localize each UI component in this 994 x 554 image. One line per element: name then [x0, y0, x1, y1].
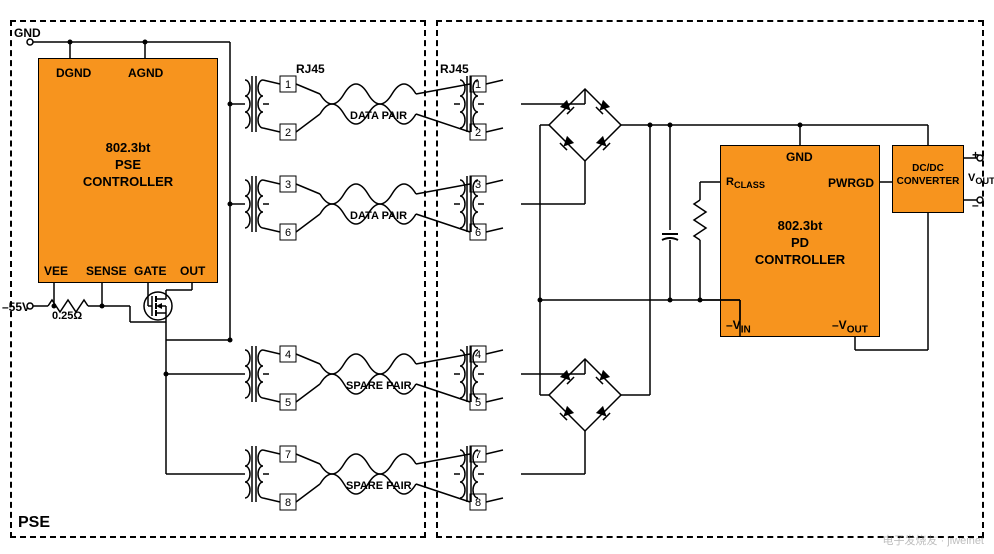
watermark: 电子发烧友 · jiweinet — [883, 532, 984, 548]
svg-text:3: 3 — [475, 179, 481, 191]
svg-text:4: 4 — [285, 349, 291, 361]
svg-text:1: 1 — [475, 79, 481, 91]
svg-text:2: 2 — [475, 127, 481, 139]
svg-text:3: 3 — [285, 179, 291, 191]
svg-text:5: 5 — [475, 397, 481, 409]
svg-text:6: 6 — [475, 227, 481, 239]
svg-text:5: 5 — [285, 397, 291, 409]
svg-text:2: 2 — [285, 127, 291, 139]
svg-text:6: 6 — [285, 227, 291, 239]
svg-text:7: 7 — [285, 449, 291, 461]
svg-text:8: 8 — [475, 497, 481, 509]
svg-text:8: 8 — [285, 497, 291, 509]
svg-text:7: 7 — [475, 449, 481, 461]
svg-text:1: 1 — [285, 79, 291, 91]
schematic-svg: 1 2 1 2 3 6 3 6 4 5 4 5 7 — [0, 0, 994, 554]
svg-text:4: 4 — [475, 349, 481, 361]
